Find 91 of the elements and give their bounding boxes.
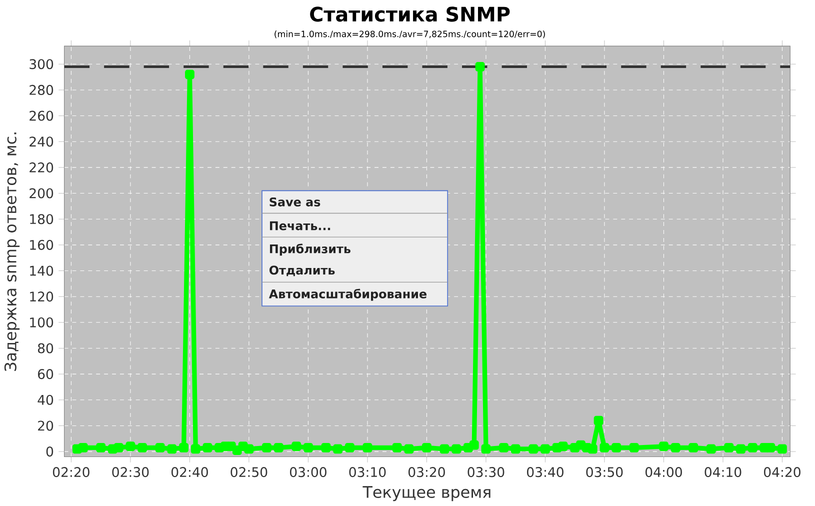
- point: [321, 443, 331, 453]
- point: [463, 443, 473, 453]
- point: [238, 442, 248, 452]
- x-tick-label: 03:40: [527, 467, 564, 478]
- point: [185, 70, 194, 80]
- y-tick-label: 60: [38, 369, 54, 380]
- x-tick-label: 03:10: [349, 467, 386, 478]
- x-tick-label: 03:00: [290, 467, 326, 478]
- point: [190, 444, 200, 454]
- point: [155, 443, 165, 453]
- point: [202, 443, 212, 453]
- y-tick-label: 180: [30, 214, 54, 224]
- point: [440, 444, 450, 454]
- y-tick-label: 220: [30, 162, 54, 173]
- point: [576, 440, 586, 450]
- x-tick-label: 04:10: [704, 467, 742, 478]
- point: [138, 443, 147, 453]
- x-tick-label: 04:20: [764, 467, 800, 478]
- point: [362, 443, 372, 453]
- x-tick-label: 02:30: [112, 467, 149, 478]
- x-tick-label: 02:40: [171, 467, 208, 478]
- annotation: Приблизить: [270, 244, 350, 256]
- point: [724, 443, 734, 453]
- point: [778, 444, 787, 454]
- point: [244, 444, 254, 454]
- y-tick-label: 140: [30, 266, 54, 276]
- annotation: Save as: [270, 198, 320, 207]
- annotation: Печать...: [270, 222, 330, 230]
- point: [126, 442, 136, 452]
- point: [659, 442, 668, 452]
- y-tick-label: 240: [30, 136, 54, 147]
- x-tick-label: 03:20: [408, 467, 445, 478]
- point: [96, 443, 106, 453]
- point: [629, 443, 639, 453]
- x-tick-label: 03:50: [586, 467, 623, 478]
- y-tick-label: 300: [30, 59, 54, 70]
- point: [304, 443, 313, 453]
- point: [481, 444, 491, 454]
- chart-title: Статистика SNMP: [310, 6, 510, 22]
- point: [688, 443, 698, 453]
- point: [422, 443, 432, 453]
- y-tick-label: 0: [46, 446, 54, 457]
- point: [232, 446, 242, 456]
- point: [262, 443, 272, 453]
- y-tick-label: 260: [30, 111, 54, 122]
- point: [475, 62, 485, 72]
- x-tick-label: 04:00: [646, 467, 682, 478]
- point: [114, 443, 124, 453]
- y-tick-label: 100: [30, 318, 54, 328]
- x-tick-label: 03:30: [468, 467, 504, 478]
- point: [274, 443, 284, 453]
- y-tick-label: 80: [38, 343, 54, 354]
- x-axis-title: Текущее время: [362, 486, 490, 502]
- y-tick-label: 160: [30, 240, 54, 250]
- point: [167, 444, 177, 454]
- y-tick-label: 200: [30, 188, 54, 199]
- point: [612, 443, 622, 453]
- point: [510, 444, 520, 454]
- point: [600, 443, 610, 453]
- point: [333, 444, 343, 454]
- point: [292, 442, 302, 452]
- y-tick-label: 40: [38, 395, 54, 406]
- point: [570, 443, 580, 453]
- point: [528, 444, 538, 454]
- annotation: Отдалить: [269, 266, 335, 276]
- point: [670, 443, 680, 453]
- point: [706, 444, 716, 454]
- x-tick-label: 02:50: [230, 467, 268, 478]
- annotation: Автомасштабирование: [268, 289, 426, 301]
- point: [78, 443, 88, 453]
- point: [469, 440, 479, 450]
- point: [558, 442, 568, 452]
- point: [748, 443, 758, 453]
- point: [179, 443, 188, 453]
- point: [736, 444, 746, 454]
- point: [344, 443, 354, 453]
- point: [594, 416, 604, 426]
- point: [540, 444, 550, 454]
- point: [226, 442, 236, 452]
- x-tick-label: 02:20: [52, 467, 90, 478]
- point: [588, 444, 598, 454]
- y-axis-title: Задержка snmp ответов, мс.: [4, 132, 20, 372]
- y-tick-label: 280: [30, 85, 54, 96]
- chart-subtitle: (min=1.0ms./max=298.0ms./avr=7,825ms./count=120/err=0): [274, 30, 545, 38]
- point: [452, 444, 462, 454]
- point: [499, 443, 508, 453]
- point: [392, 443, 402, 453]
- y-tick-label: 20: [38, 420, 54, 431]
- y-tick-label: 120: [30, 292, 54, 302]
- point: [404, 444, 414, 454]
- point: [766, 443, 776, 453]
